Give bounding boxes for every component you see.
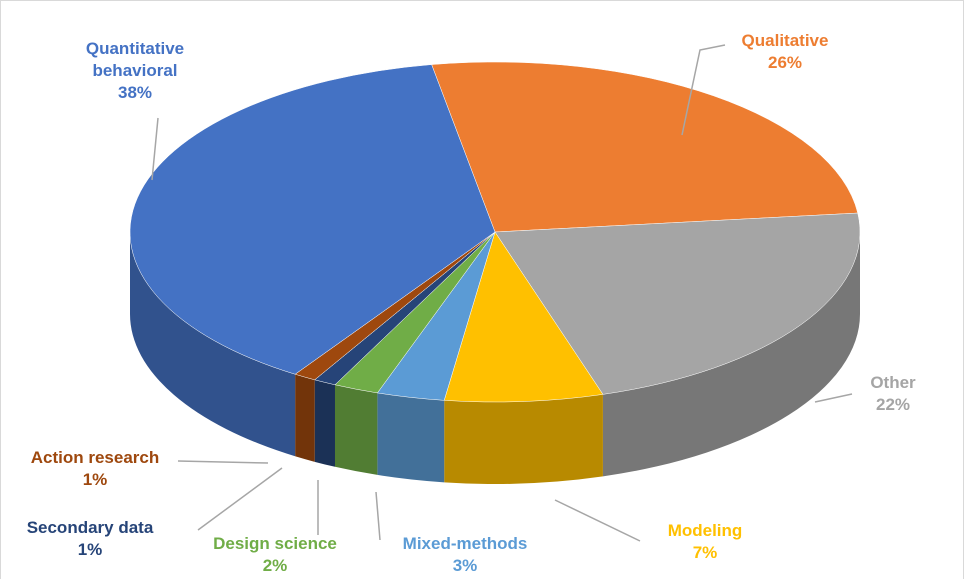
data-label: Modeling 7% [645, 520, 765, 564]
label-value: 1% [77, 540, 103, 559]
leader-line [151, 117, 159, 181]
leader-line [814, 393, 853, 403]
label-value: 1% [82, 470, 108, 489]
label-name: Secondary data [26, 518, 154, 537]
top-faces [129, 61, 861, 403]
label-name: Qualitative [741, 31, 829, 50]
label-value: 7% [692, 543, 718, 562]
label-value: 26% [767, 53, 803, 72]
slice [494, 212, 861, 395]
leader-line [375, 491, 381, 541]
leader-line [681, 44, 726, 136]
label-name: Design science [213, 534, 337, 553]
data-label: Mixed-methods 3% [375, 533, 555, 577]
data-label: Design science 2% [190, 533, 360, 577]
data-label: Quantitative behavioral 38% [60, 38, 210, 104]
data-label: Action research 1% [5, 447, 185, 491]
label-name: Other [870, 373, 916, 392]
label-value: 2% [262, 556, 288, 575]
data-label: Qualitative 26% [715, 30, 855, 74]
data-label: Secondary data 1% [0, 517, 180, 561]
label-name: Modeling [667, 521, 743, 540]
label-value: 3% [452, 556, 478, 575]
slice [129, 64, 496, 375]
slice-side [130, 232, 296, 457]
data-label: Other 22% [848, 372, 938, 416]
slice-side [602, 232, 860, 477]
slice-side [295, 374, 315, 462]
slice-side [444, 394, 603, 484]
slice-side [334, 384, 378, 475]
side-walls [130, 232, 860, 484]
slice-side [314, 379, 335, 467]
leader-line [197, 467, 283, 531]
label-value: 22% [875, 395, 911, 414]
slice-side [377, 392, 445, 483]
label-value: 38% [117, 83, 153, 102]
slice [431, 61, 859, 233]
slice [443, 231, 604, 403]
label-name: Action research [30, 448, 160, 467]
label-name: Mixed-methods [402, 534, 528, 553]
leader-lines [151, 44, 853, 542]
leader-line [177, 460, 269, 464]
leader-line [554, 499, 641, 542]
label-name: Quantitative behavioral [85, 39, 185, 80]
